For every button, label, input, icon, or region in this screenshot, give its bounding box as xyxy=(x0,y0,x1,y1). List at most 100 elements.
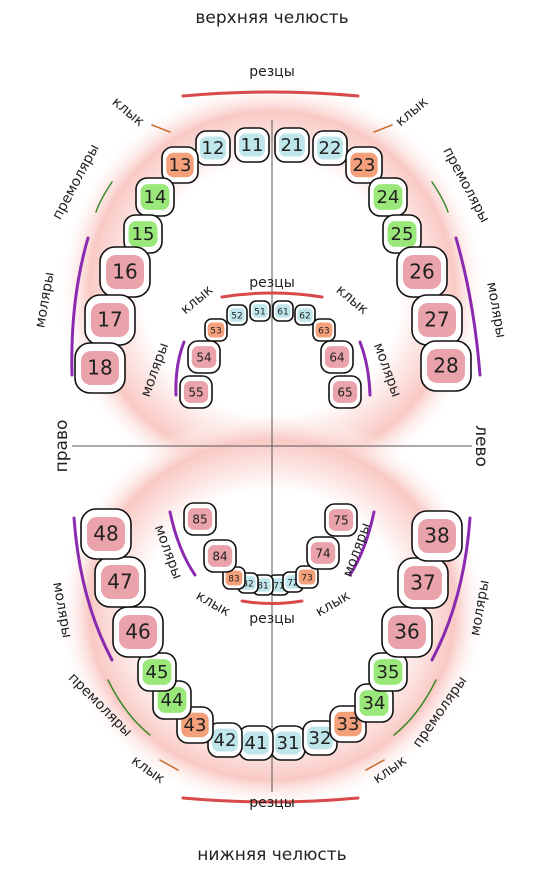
tooth-number: 13 xyxy=(169,155,192,176)
tooth-number: 62 xyxy=(299,312,310,322)
tooth-fill xyxy=(252,304,268,318)
tooth-fill xyxy=(332,381,358,403)
tooth-number: 26 xyxy=(409,260,434,284)
tooth-number: 12 xyxy=(202,138,225,159)
tooth: 23 xyxy=(345,146,383,184)
tooth: 11 xyxy=(234,127,270,163)
tooth-fill xyxy=(334,711,362,737)
arc-marks xyxy=(70,90,482,804)
tooth-fill xyxy=(207,545,233,567)
tooth-fill xyxy=(297,308,313,322)
tooth: 38 xyxy=(411,510,463,562)
tooth-fill xyxy=(140,184,170,210)
tooth-fill xyxy=(307,726,333,750)
tooth-fill xyxy=(388,615,426,649)
tooth-fill xyxy=(279,133,305,157)
tooth-number: 11 xyxy=(241,135,264,156)
tooth-number: 84 xyxy=(212,550,227,564)
tooth: 14 xyxy=(135,177,175,217)
upper-jaw-title: верхняя челюсть xyxy=(195,8,348,28)
tooth-number: 72 xyxy=(287,579,298,589)
tooth-fill xyxy=(317,136,343,160)
tooth: 17 xyxy=(84,294,136,346)
tooth: 21 xyxy=(274,127,310,163)
tooth-number: 33 xyxy=(337,714,360,735)
tooth: 13 xyxy=(161,146,199,184)
tooth-fill xyxy=(255,578,271,592)
tooth-fill xyxy=(166,152,194,178)
tooth-fill xyxy=(427,349,465,383)
tooth: 26 xyxy=(396,246,448,298)
tooth-fill xyxy=(106,255,144,289)
tooth-fill xyxy=(310,542,336,564)
tooth: 62 xyxy=(294,304,316,326)
tooth: 73 xyxy=(295,565,319,589)
tooth-fill xyxy=(212,728,238,752)
tooth: 75 xyxy=(324,503,358,537)
tooth-number: 43 xyxy=(184,715,207,736)
tooth-fill xyxy=(91,303,129,337)
tooth-fill xyxy=(225,570,243,586)
tooth-fill xyxy=(275,731,301,755)
tooth-number: 16 xyxy=(112,260,137,284)
tooth-number: 61 xyxy=(277,308,288,318)
tooth-number: 85 xyxy=(192,513,207,527)
tooth-number: 14 xyxy=(144,187,167,208)
tooth-number: 46 xyxy=(125,620,150,644)
tooth-fill xyxy=(275,304,291,318)
tooth: 47 xyxy=(94,556,146,608)
tooth: 18 xyxy=(74,342,126,394)
tooth: 48 xyxy=(80,508,132,560)
tooth-number: 48 xyxy=(93,522,118,546)
tooth-number: 22 xyxy=(319,138,342,159)
tooth-number: 37 xyxy=(410,571,435,595)
tooth-number: 65 xyxy=(337,386,352,400)
tooth: 85 xyxy=(183,502,217,536)
tooth-fill xyxy=(373,184,403,210)
group-label: резцы xyxy=(249,275,295,291)
group-label: резцы xyxy=(249,611,295,627)
tooth-fill xyxy=(157,687,187,713)
tooth-number: 55 xyxy=(188,386,203,400)
tooth: 63 xyxy=(312,318,336,342)
tooth-fill xyxy=(229,308,245,322)
tooth-number: 45 xyxy=(146,662,169,683)
tooth: 84 xyxy=(203,539,237,573)
lower-jaw-title: нижняя челюсть xyxy=(197,845,346,865)
tooth-number: 41 xyxy=(245,733,268,754)
tooth-fill xyxy=(87,517,125,551)
tooth-number: 32 xyxy=(309,728,332,749)
tooth-fill xyxy=(128,221,158,247)
tooth: 61 xyxy=(272,300,294,322)
tooth-fill xyxy=(187,508,213,530)
group-label: моляры xyxy=(32,271,58,329)
tooth-fill xyxy=(183,381,209,403)
tooth: 46 xyxy=(112,606,164,658)
tooth-fill xyxy=(243,731,269,755)
group-label: резцы xyxy=(249,795,295,811)
tooth: 53 xyxy=(204,318,228,342)
tooth: 42 xyxy=(207,722,243,758)
tooth-number: 82 xyxy=(242,580,253,590)
tooth: 35 xyxy=(368,652,408,692)
tooth-number: 28 xyxy=(433,354,458,378)
tooth: 25 xyxy=(382,214,422,254)
tooth: 31 xyxy=(270,725,306,761)
tooth: 54 xyxy=(187,340,221,374)
tooth-number: 71 xyxy=(273,582,284,592)
tooth-number: 44 xyxy=(161,690,184,711)
tooth-number: 75 xyxy=(333,514,348,528)
tooth-fill xyxy=(142,659,172,685)
tooth-number: 34 xyxy=(363,693,386,714)
tooth-number: 51 xyxy=(254,308,265,318)
group-label: клык xyxy=(109,94,148,130)
tooth: 51 xyxy=(249,300,271,322)
tooth: 52 xyxy=(226,304,248,326)
tooth-number: 21 xyxy=(281,135,304,156)
tooth: 22 xyxy=(312,130,348,166)
tooth-number: 36 xyxy=(394,620,419,644)
group-label: клык xyxy=(393,94,432,130)
tooth-number: 52 xyxy=(231,312,242,322)
tooth-number: 15 xyxy=(132,224,155,245)
